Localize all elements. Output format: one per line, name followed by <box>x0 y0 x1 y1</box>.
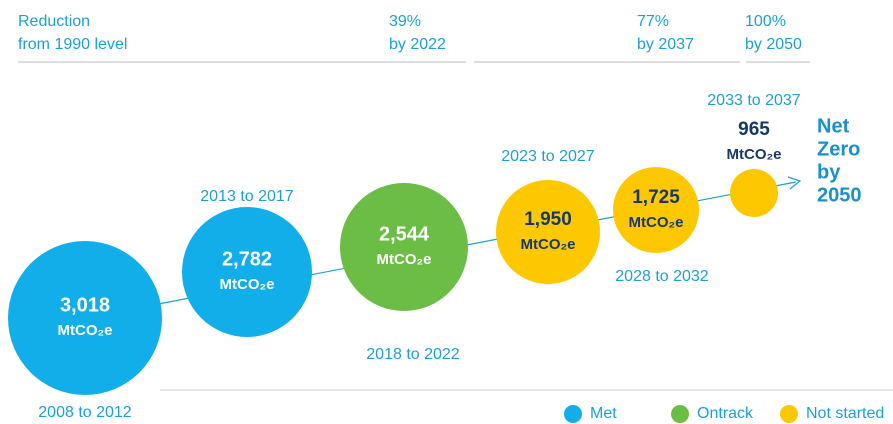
budget-unit: MtCO₂e <box>220 276 275 293</box>
legend-swatch <box>671 405 689 423</box>
budget-period: 2013 to 2017 <box>200 188 294 205</box>
legend-swatch <box>780 405 798 423</box>
budget-value: 3,018 <box>60 294 110 316</box>
budget-circle <box>613 167 699 253</box>
header-title: Reduction <box>18 13 90 30</box>
budget-period: 2023 to 2027 <box>501 148 595 165</box>
legend-label: Ontrack <box>697 405 754 422</box>
milestone-percent: 77% <box>637 13 669 30</box>
budget-unit: MtCO₂e <box>58 322 113 339</box>
budget-circle <box>496 180 600 284</box>
budget-period: 2018 to 2022 <box>366 346 460 363</box>
budget-period: 2008 to 2012 <box>38 404 132 421</box>
budget-circle <box>182 207 312 337</box>
budget-circle <box>340 183 468 311</box>
budget-circle <box>8 241 162 395</box>
goal-text: Zero <box>817 138 860 160</box>
legend-label: Met <box>590 405 617 422</box>
budget-value: 1,725 <box>632 187 680 208</box>
milestone-percent: 100% <box>745 13 786 30</box>
legend-swatch <box>564 405 582 423</box>
budget-value: 965 <box>738 119 770 140</box>
legend-label: Not started <box>806 405 884 422</box>
goal-text: 2050 <box>817 184 862 206</box>
budget-unit: MtCO₂e <box>629 214 684 231</box>
budget-value: 2,544 <box>379 223 430 245</box>
budget-value: 1,950 <box>524 209 572 230</box>
milestone-year: by 2050 <box>745 36 802 53</box>
budget-unit: MtCO₂e <box>377 251 432 268</box>
header-title: from 1990 level <box>18 36 127 53</box>
budget-value: 2,782 <box>222 248 272 270</box>
goal-text: Net <box>817 115 850 137</box>
budget-unit: MtCO₂e <box>521 236 576 253</box>
goal-text: by <box>817 161 841 183</box>
milestone-percent: 39% <box>389 13 421 30</box>
milestone-year: by 2022 <box>389 36 446 53</box>
arrow-head <box>787 176 802 190</box>
budget-period: 2033 to 2037 <box>707 92 801 109</box>
budget-period: 2028 to 2032 <box>615 268 709 285</box>
budget-unit: MtCO₂e <box>727 146 782 163</box>
milestone-year: by 2037 <box>637 36 694 53</box>
budget-circle <box>730 169 778 217</box>
